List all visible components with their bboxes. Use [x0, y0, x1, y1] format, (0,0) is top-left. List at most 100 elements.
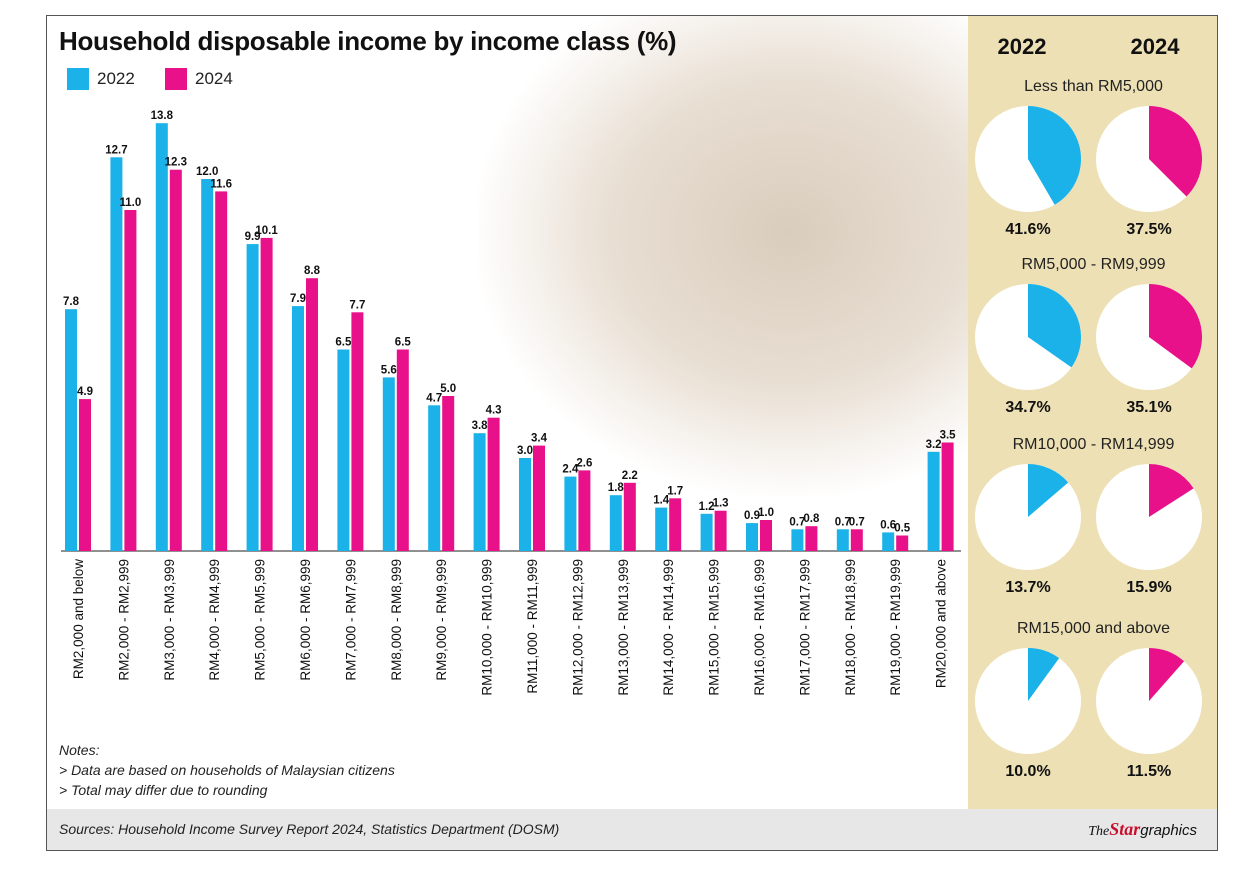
legend-item-2022: 2022 [67, 68, 135, 90]
data-label-2022: 12.7 [105, 144, 127, 156]
notes: Notes: > Data are based on households of… [59, 740, 395, 800]
data-label-2024: 8.8 [304, 265, 321, 277]
data-label-2022: 7.8 [63, 296, 80, 308]
bar-2022 [337, 349, 350, 551]
legend-label-2022: 2022 [97, 69, 135, 88]
brand-graphics: graphics [1140, 822, 1197, 839]
bar-2022 [201, 179, 214, 551]
notes-line-2: > Total may differ due to rounding [59, 782, 268, 798]
bar-2022 [428, 405, 441, 551]
data-label-2022: 3.2 [926, 439, 942, 451]
bar-2022 [292, 306, 304, 551]
bar-2024 [669, 498, 682, 551]
data-label-2022: 0.7 [835, 516, 851, 528]
pie-group-label: RM10,000 - RM14,999 [1012, 436, 1175, 453]
data-label-2022: 1.2 [699, 501, 715, 513]
data-label-2024: 10.1 [255, 225, 278, 237]
pie-slice-2024 [1149, 284, 1202, 369]
pie-slice-2024 [1149, 648, 1185, 701]
pie-chart-2022 [975, 106, 1082, 212]
source-text: Sources: Household Income Survey Report … [59, 821, 560, 837]
pie-pct-label: 10.0% [1005, 763, 1051, 780]
bar-2022 [155, 123, 168, 551]
pie-pct-label: 13.7% [1005, 579, 1051, 596]
data-label-2022: 5.6 [381, 364, 397, 376]
pie-group-label: Less than RM5,000 [1024, 78, 1163, 95]
data-label-2024: 6.5 [395, 337, 412, 349]
pie-slice-2022 [1028, 284, 1082, 368]
x-tick-label: RM5,000 - RM5,999 [253, 559, 268, 681]
data-label-2024: 0.7 [849, 516, 865, 528]
bar-2024 [941, 442, 954, 551]
notes-heading: Notes: [59, 742, 100, 758]
x-tick-label: RM12,000 - RM12,999 [570, 559, 585, 696]
pie-slice-2022 [1028, 106, 1082, 205]
data-label-2024: 7.7 [349, 299, 365, 311]
bar-2022 [700, 513, 713, 551]
x-tick-label: RM16,000 - RM16,999 [752, 559, 767, 696]
bar-2022 [882, 532, 895, 551]
data-label-2024: 3.5 [940, 430, 957, 442]
pie-slice-2022 [1028, 648, 1060, 701]
bar-2022 [473, 433, 486, 551]
pie-pct-label: 35.1% [1126, 399, 1172, 416]
x-tick-label: RM7,000 - RM7,999 [343, 559, 358, 681]
bar-2022 [836, 529, 849, 551]
data-label-2022: 9.9 [245, 231, 261, 243]
x-tick-label: RM6,000 - RM6,999 [298, 559, 313, 681]
background-photo-area [477, 16, 997, 496]
bar-2024 [850, 529, 863, 551]
data-label-2022: 0.7 [789, 516, 805, 528]
data-label-2024: 0.5 [894, 523, 911, 535]
x-tick-label: RM20,000 and above [934, 559, 949, 688]
pie-group-label: RM5,000 - RM9,999 [1021, 256, 1166, 273]
pie-pct-label: 15.9% [1126, 579, 1172, 596]
data-label-2024: 11.6 [210, 178, 232, 190]
bar-2024 [623, 482, 636, 551]
x-tick-label: RM3,000 - RM3,999 [162, 559, 177, 681]
x-tick-label: RM14,000 - RM14,999 [661, 559, 676, 696]
data-label-2022: 4.7 [426, 392, 442, 404]
data-label-2022: 3.8 [472, 420, 489, 432]
x-tick-label: RM8,000 - RM8,999 [389, 559, 404, 681]
pie-slice-2024 [1149, 464, 1194, 517]
bar-2022 [927, 451, 940, 551]
data-label-2024: 1.3 [713, 498, 729, 510]
brand-the: The [1088, 824, 1110, 839]
bar-2024 [124, 210, 137, 551]
notes-line-1: > Data are based on households of Malays… [59, 762, 395, 778]
pie-pct-label: 11.5% [1126, 763, 1172, 780]
legend-label-2024: 2024 [195, 69, 233, 88]
bar-2024 [896, 535, 909, 551]
bar-2024 [714, 510, 727, 551]
pie-chart-2024 [1096, 648, 1202, 754]
x-tick-label: RM11,000 - RM11,999 [525, 559, 540, 694]
data-label-2024: 0.8 [803, 513, 820, 525]
data-label-2022: 1.8 [608, 482, 625, 494]
data-label-2024: 1.7 [667, 485, 683, 497]
pie-chart-2022 [975, 284, 1082, 390]
pie-chart-2022 [975, 648, 1081, 754]
data-label-2022: 7.9 [290, 293, 306, 305]
data-label-2022: 2.4 [562, 464, 579, 476]
bar-chart: 7.8 4.9 RM2,000 and below 12.7 11.0 RM2,000 -… [61, 110, 961, 696]
pie-year-2022: 2022 [997, 34, 1047, 59]
pie-panel: 2022 2024 Less than RM5,000 41.6% 37.5% RM5… [968, 16, 1217, 809]
x-tick-label: RM9,000 - RM9,999 [434, 559, 449, 681]
x-tick-label: RM17,000 - RM17,999 [797, 559, 812, 696]
data-label-2022: 6.5 [335, 337, 352, 349]
pie-slice-2024 [1149, 106, 1203, 197]
data-label-2022: 0.9 [744, 510, 760, 522]
x-tick-label: RM19,000 - RM19,999 [888, 559, 903, 696]
footer: Sources: Household Income Survey Report … [47, 809, 1217, 850]
bar-2024 [578, 470, 591, 551]
legend-swatch-2024 [165, 68, 187, 90]
bar-2022 [382, 377, 395, 551]
pie-pct-label: 37.5% [1126, 221, 1172, 238]
bar-2022 [746, 523, 758, 551]
infographic-frame: Household disposable income by income cl… [46, 15, 1218, 851]
data-label-2024: 3.4 [531, 433, 548, 445]
data-label-2024: 2.2 [622, 470, 638, 482]
data-label-2024: 12.3 [165, 157, 187, 169]
bar-2022 [564, 476, 577, 551]
